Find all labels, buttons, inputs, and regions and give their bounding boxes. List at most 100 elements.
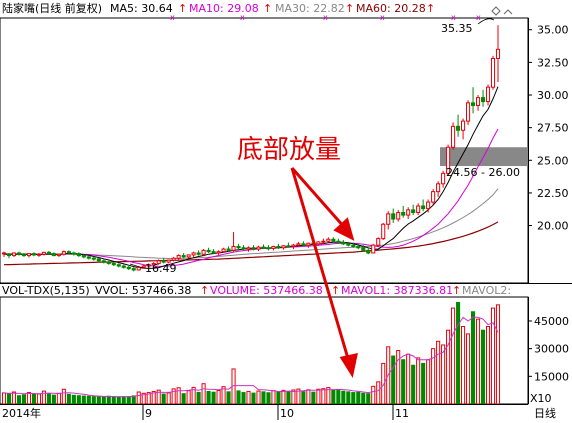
volume-bar [421,362,426,405]
candle [301,241,306,247]
candle [441,170,446,188]
candle [31,252,36,257]
volume-bar [321,388,326,405]
candle [206,247,211,253]
volume-bar [226,391,231,405]
candle [266,245,271,251]
mavol1-arrow: ↑ [452,284,461,297]
candle [146,263,151,268]
volume-bar [356,391,361,405]
x-axis-ticks [142,404,394,420]
period-label[interactable]: 日线 [534,406,556,420]
volume-bar [86,395,91,405]
candle [451,122,456,150]
candle [1,251,7,257]
volume-bar [331,389,336,405]
volume-bar [116,396,121,405]
volume-bar [376,381,381,405]
volume-bar [480,329,486,405]
volume-bar [206,390,211,405]
candle [36,252,41,257]
top-right-icons[interactable] [491,6,513,16]
candle [216,250,221,255]
volume-bar [366,393,371,405]
volume-bar [266,392,271,405]
volume-bar [451,307,456,405]
candle [86,255,91,260]
candle [421,199,426,212]
candle [426,199,431,213]
candle [336,238,341,244]
candle [291,243,296,250]
candle [261,244,266,250]
candle [106,260,111,265]
candle [171,256,176,262]
volume-bar [211,391,216,405]
candle [386,211,391,230]
low-price-pointer [129,263,144,269]
volume-bar [36,393,41,405]
volume-bar [271,390,276,405]
vvol-value: VVOL: 537466.38 [95,284,191,297]
candle [416,203,421,216]
volume-bar [316,388,321,405]
mavol2-label: MAVOL2: [462,284,511,297]
volume-bar [475,318,481,405]
annotation-text: 底部放量 [237,135,341,165]
candle [51,252,56,257]
volume-bar [196,391,201,405]
candle [91,256,96,261]
candle [341,239,346,246]
volume-bar [236,390,241,405]
zone-label: 24.56 - 26.00 [446,166,520,179]
candles [1,25,501,272]
volume-bar [311,391,316,405]
candle [485,84,491,106]
volume-bar [46,393,51,405]
candle [406,207,411,220]
candle [480,89,486,107]
x-label-sep: 9 [145,407,152,420]
svg-text:x: x [451,13,456,22]
candle [186,254,191,259]
x-label-nov: 11 [395,407,409,420]
volume-bar [16,395,22,405]
candle [466,100,471,126]
volume-bar [161,393,166,405]
volume-bar [361,392,366,405]
candle [66,250,71,255]
price-tick-label: 35.00 [537,24,569,37]
volume-bar [11,391,17,405]
price-axis: 20.00 22.50 25.00 27.50 30.00 32.50 35.00 [528,24,569,233]
candle [56,253,61,257]
volume-axis: 15000 30000 45000 [528,315,569,383]
svg-text:x: x [323,13,328,22]
volume-bar [456,302,461,405]
candle [26,252,31,258]
volume-bar [371,385,376,405]
volume-bar [186,390,191,405]
candle [411,204,416,216]
candle [401,205,406,218]
price-tick-label: 30.00 [537,89,569,102]
volume-value: VOLUME: 537466.38 [210,284,323,297]
volume-arrow: ↑ [331,284,340,297]
volume-bar [351,392,356,405]
candle [381,222,386,240]
high-price-label: 35.35 [441,22,473,35]
volume-bar [306,389,311,405]
volume-bar [201,383,206,405]
candle [201,249,206,256]
svg-text:x: x [240,13,245,22]
ma10-value: MA10: 29.08 [189,2,259,15]
candle [371,243,376,254]
candle [96,257,101,263]
price-tick-label: 27.50 [537,122,569,135]
volume-bar [471,311,476,405]
candle [176,254,181,260]
volume-bar [246,390,251,405]
volume-bar [106,395,111,405]
x-label-year: 2014年 [2,406,41,420]
